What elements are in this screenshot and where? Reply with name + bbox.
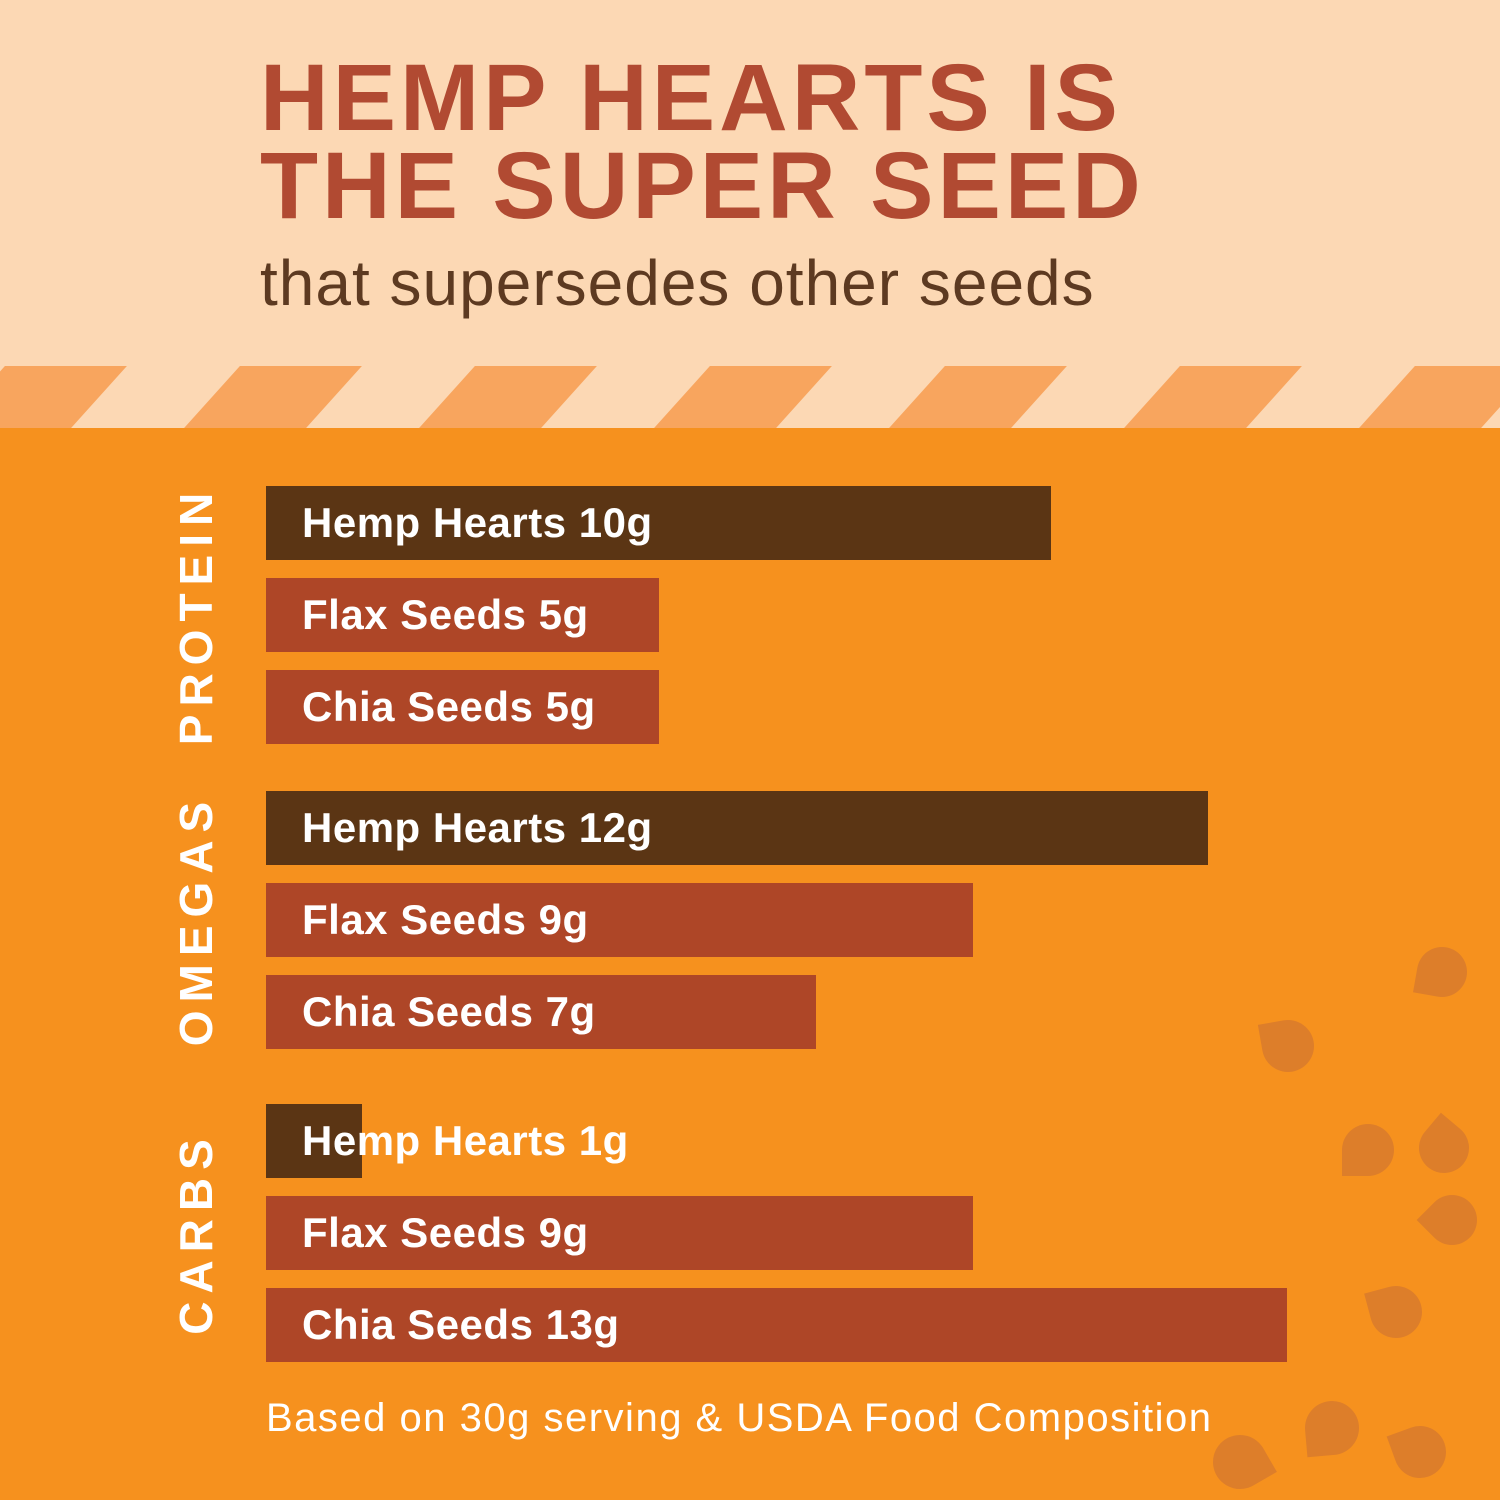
bar-label: Flax Seeds 9g: [302, 896, 589, 943]
bar-label: Chia Seeds 7g: [302, 988, 596, 1035]
bar-label: Flax Seeds 9g: [302, 1209, 589, 1256]
stripe-shape: [0, 366, 127, 428]
seed-icon: [1342, 1124, 1394, 1176]
bar-group-carbs: Hemp Hearts 1g Flax Seeds 9g Chia Seeds …: [266, 1104, 1500, 1362]
bar-label: Chia Seeds 13g: [302, 1301, 620, 1348]
bar-omegas-chia-seeds: Chia Seeds 7g: [266, 975, 816, 1049]
footnote: Based on 30g serving & USDA Food Composi…: [266, 1396, 1213, 1440]
stripe-shape: [654, 366, 832, 428]
bar-carbs-flax-seeds: Flax Seeds 9g: [266, 1196, 973, 1270]
bar-omegas-flax-seeds: Flax Seeds 9g: [266, 883, 973, 957]
axis-label-omegas: OMEGAS: [170, 793, 222, 1047]
bar-omegas-hemp-hearts: Hemp Hearts 12g: [266, 791, 1208, 865]
bar-carbs-chia-seeds: Chia Seeds 13g: [266, 1288, 1287, 1362]
title-line-2: THE SUPER SEED: [260, 133, 1145, 239]
bar-protein-hemp-hearts: Hemp Hearts 10g: [266, 486, 1051, 560]
bar-label: Hemp Hearts 12g: [302, 804, 653, 851]
stripe-shape: [1359, 366, 1500, 428]
stripe-shape: [1124, 366, 1302, 428]
stripe-shape: [419, 366, 597, 428]
stripe-shape: [184, 366, 362, 428]
bar-label: Hemp Hearts 10g: [302, 499, 653, 546]
subtitle: that supersedes other seeds: [260, 247, 1095, 319]
stripe-shape: [889, 366, 1067, 428]
bar-label: Flax Seeds 5g: [302, 591, 589, 638]
striped-divider: [0, 366, 1500, 428]
bar-carbs-hemp-hearts: Hemp Hearts 1g: [266, 1104, 628, 1178]
bar-label: Chia Seeds 5g: [302, 683, 596, 730]
title-line-1: HEMP HEARTS IS: [260, 45, 1122, 151]
bar-label: Hemp Hearts 1g: [302, 1117, 629, 1164]
axis-label-carbs: CARBS: [170, 1131, 222, 1335]
bar-protein-flax-seeds: Flax Seeds 5g: [266, 578, 659, 652]
header: HEMP HEARTS IS THE SUPER SEED that super…: [260, 45, 1270, 320]
bar-group-protein: Hemp Hearts 10g Flax Seeds 5g Chia Seeds…: [266, 486, 1500, 744]
bar-group-omegas: Hemp Hearts 12g Flax Seeds 9g Chia Seeds…: [266, 791, 1500, 1049]
bar-protein-chia-seeds: Chia Seeds 5g: [266, 670, 659, 744]
axis-label-protein: PROTEIN: [170, 484, 222, 746]
